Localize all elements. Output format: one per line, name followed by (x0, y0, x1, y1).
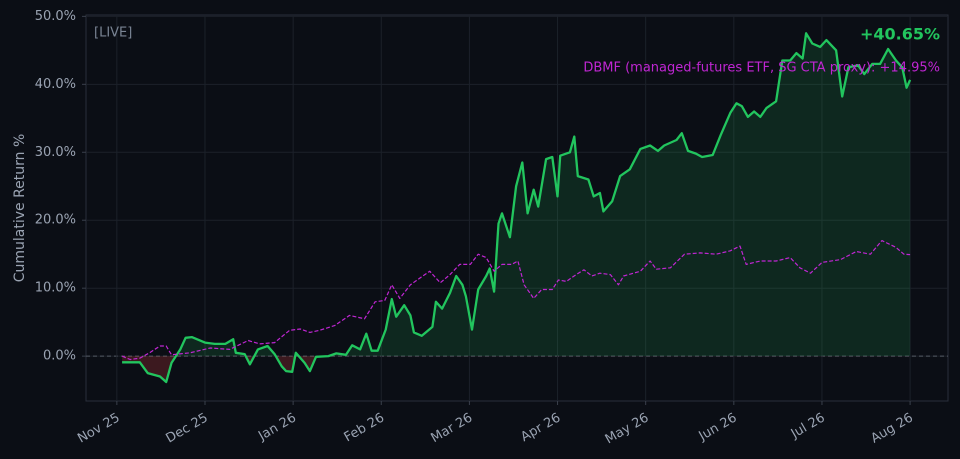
x-tick-label: Jan 26 (255, 411, 299, 445)
y-tick-label: 0.0% (43, 349, 76, 364)
x-tick-label: Dec 25 (164, 411, 211, 447)
x-tick-label: Apr 26 (518, 411, 563, 446)
current-return: +40.65% (860, 25, 940, 44)
y-tick-label: 20.0% (35, 213, 76, 228)
x-tick-label: Jul 26 (788, 411, 828, 443)
series-line (122, 32, 912, 384)
x-tick-label: Aug 26 (868, 411, 915, 447)
y-tick-label: 50.0% (35, 9, 76, 24)
y-axis-label: Cumulative Return % (12, 134, 28, 283)
x-tick-label: Mar 26 (429, 411, 476, 447)
benchmark-label: DBMF (managed-futures ETF, SG CTA proxy)… (583, 61, 940, 76)
marks (121, 32, 912, 384)
live-badge: [LIVE] (94, 26, 132, 41)
grid (82, 15, 948, 405)
y-tick-label: 10.0% (35, 281, 76, 296)
x-tick-label: Jun 26 (696, 411, 740, 445)
series-line (121, 240, 911, 361)
area-positive (175, 33, 911, 357)
plot-frame (85, 14, 949, 402)
x-tick-label: Nov 25 (75, 411, 122, 447)
x-tick-label: Feb 26 (342, 411, 387, 446)
y-tick-label: 40.0% (35, 77, 76, 92)
x-tick-label: May 26 (603, 411, 652, 448)
y-tick-label: 30.0% (35, 145, 76, 160)
